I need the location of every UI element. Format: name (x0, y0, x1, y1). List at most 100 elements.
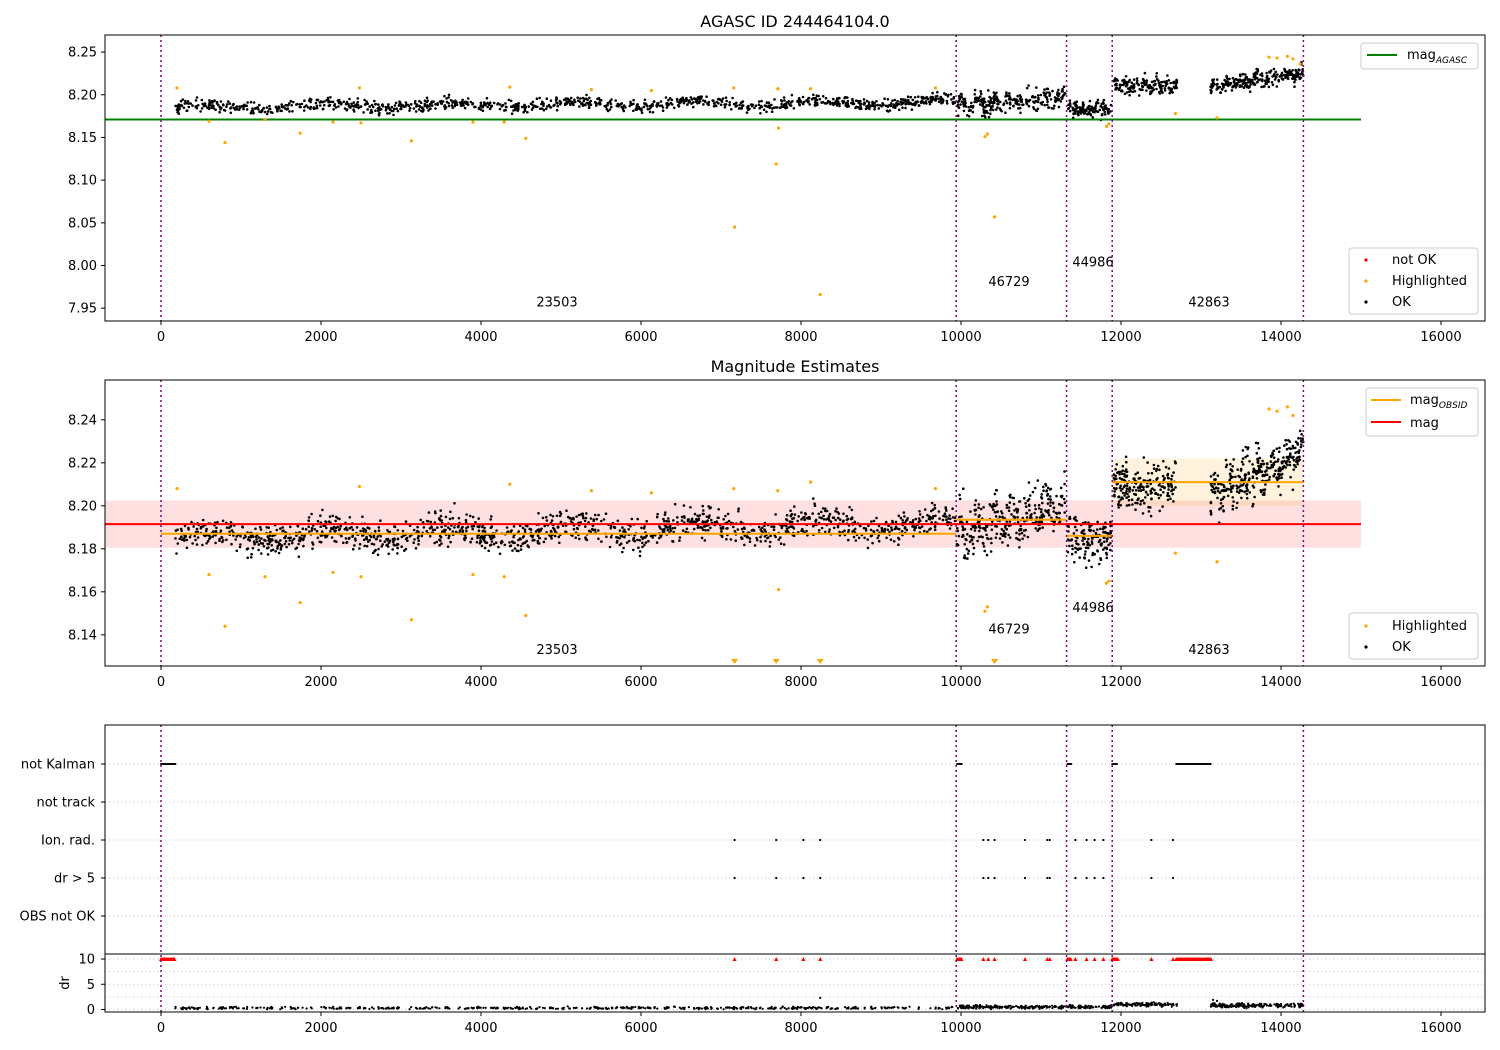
ok-point (842, 519, 845, 523)
ok-point (678, 536, 682, 539)
dr-point (185, 1007, 188, 1010)
ok-point (848, 505, 851, 509)
ok-point (584, 97, 588, 100)
ok-point (295, 103, 298, 106)
ok-point (1123, 92, 1127, 96)
ok-point (753, 544, 757, 547)
ok-point (672, 530, 675, 534)
ok-point (1123, 494, 1126, 497)
ok-point (1273, 72, 1276, 76)
ok-point (1239, 469, 1243, 472)
ok-point (428, 103, 432, 107)
ok-point (668, 97, 672, 100)
ok-point (817, 512, 820, 516)
dr-point (585, 1007, 589, 1010)
ok-point (1098, 562, 1101, 566)
ok-point (1282, 456, 1285, 459)
ok-point (1213, 471, 1217, 475)
ok-point (471, 527, 475, 531)
ok-point (884, 104, 888, 108)
ok-point (793, 505, 796, 508)
ok-point (808, 103, 811, 106)
ok-point (911, 521, 914, 524)
ok-point (982, 526, 985, 530)
ok-point (719, 103, 723, 106)
highlighted-point (175, 86, 179, 90)
ok-point (310, 526, 314, 530)
ok-point (1010, 513, 1013, 516)
ok-point (1278, 446, 1281, 450)
ok-point (228, 530, 231, 533)
ok-point (1042, 515, 1046, 518)
ok-point (202, 104, 206, 108)
ok-point (1139, 482, 1143, 486)
ok-point (636, 538, 639, 542)
ok-point (633, 539, 637, 543)
ok-point (569, 520, 573, 523)
ok-point (587, 106, 591, 110)
ok-point (1056, 97, 1059, 100)
ok-point (185, 538, 189, 542)
ok-point (396, 546, 400, 550)
ok-point (274, 105, 278, 109)
ok-point (550, 519, 554, 522)
ok-point (609, 535, 613, 539)
ok-point (257, 543, 261, 546)
dr-point (262, 1006, 266, 1009)
ok-point (370, 103, 374, 107)
dr-point (761, 1007, 764, 1010)
ok-point (648, 110, 652, 114)
dr-point (305, 1007, 308, 1010)
ok-point (759, 104, 763, 108)
dr-point (391, 1006, 394, 1010)
ok-point (1294, 451, 1297, 455)
ok-point (923, 529, 926, 533)
ok-point (270, 544, 274, 547)
ok-point (1233, 78, 1236, 82)
ok-point (1277, 78, 1280, 82)
ok-point (1043, 103, 1046, 107)
ok-point (978, 529, 981, 533)
ok-point (319, 514, 322, 517)
ok-point (342, 541, 345, 545)
ok-point (473, 105, 476, 109)
ok-point (1032, 107, 1036, 111)
ok-point (1039, 510, 1043, 514)
ok-point (434, 511, 437, 515)
ok-point (1091, 107, 1095, 111)
ok-point (837, 512, 841, 515)
ok-point (439, 101, 443, 104)
ok-point (966, 114, 969, 117)
ok-point (1219, 502, 1223, 505)
ok-point (624, 106, 627, 109)
dr-point (814, 1006, 817, 1009)
ok-point (536, 105, 539, 109)
ok-point (788, 103, 791, 106)
ok-point (1007, 533, 1010, 537)
ok-point (355, 526, 359, 529)
ok-point (1169, 497, 1172, 501)
ok-point (1241, 457, 1245, 460)
ok-point (431, 528, 435, 532)
ok-point (258, 103, 261, 107)
highlighted-point (223, 140, 227, 145)
ok-point (1161, 84, 1164, 88)
ok-point (1034, 527, 1037, 530)
ok-point (885, 109, 889, 112)
ok-point (973, 88, 977, 92)
ok-point (683, 516, 686, 519)
ok-point (433, 528, 437, 532)
ok-point (714, 104, 717, 107)
ok-point (1018, 546, 1021, 549)
ok-point (911, 519, 915, 522)
ok-point (540, 107, 544, 110)
ok-point (737, 509, 740, 513)
highlighted-point (508, 85, 512, 89)
ok-point (845, 514, 849, 518)
highlighted-point (985, 132, 990, 136)
ok-point (354, 537, 357, 540)
ok-point (802, 100, 806, 104)
ok-point (835, 507, 838, 510)
ok-point (1231, 76, 1235, 80)
ok-point (628, 104, 631, 108)
